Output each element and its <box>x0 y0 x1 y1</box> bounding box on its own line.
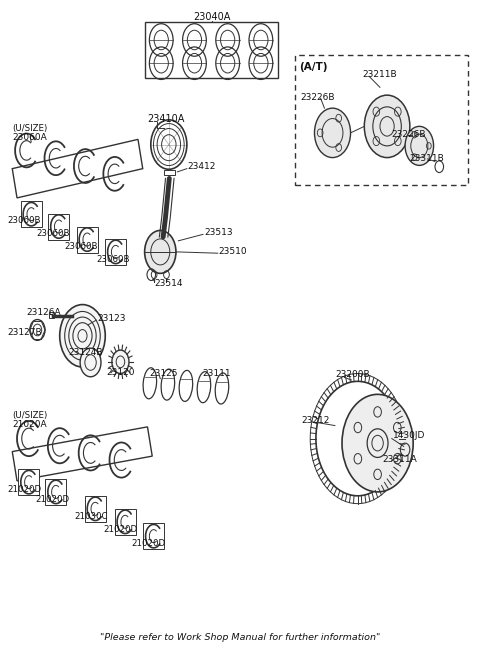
Circle shape <box>144 230 176 274</box>
Circle shape <box>314 108 350 157</box>
Text: 21020D: 21020D <box>104 525 138 534</box>
Circle shape <box>364 95 410 157</box>
Text: 21030C: 21030C <box>74 512 108 521</box>
Text: 23226B: 23226B <box>392 131 426 139</box>
FancyBboxPatch shape <box>145 22 278 77</box>
FancyBboxPatch shape <box>115 509 136 535</box>
Text: 23200B: 23200B <box>335 371 370 379</box>
Text: 23412: 23412 <box>188 162 216 171</box>
Text: 23120: 23120 <box>106 368 135 377</box>
Text: (U/SIZE): (U/SIZE) <box>12 411 48 420</box>
Text: 23212: 23212 <box>301 416 330 425</box>
Text: 23060B: 23060B <box>36 228 70 237</box>
Text: 23060A: 23060A <box>12 133 47 142</box>
FancyBboxPatch shape <box>49 312 54 318</box>
Text: 23514: 23514 <box>155 279 183 288</box>
Text: 23060B: 23060B <box>64 241 98 251</box>
Text: 23311B: 23311B <box>410 154 444 163</box>
Text: 21020D: 21020D <box>8 485 42 494</box>
Text: 23111: 23111 <box>202 369 231 378</box>
FancyBboxPatch shape <box>143 523 164 549</box>
Text: 23040A: 23040A <box>193 12 230 22</box>
Text: "Please refer to Work Shop Manual for further information": "Please refer to Work Shop Manual for fu… <box>100 632 380 642</box>
FancyBboxPatch shape <box>48 213 69 239</box>
FancyBboxPatch shape <box>18 469 39 495</box>
Text: 21020D: 21020D <box>35 495 69 504</box>
FancyBboxPatch shape <box>77 226 97 253</box>
Text: 23311A: 23311A <box>383 455 417 464</box>
FancyBboxPatch shape <box>164 170 175 175</box>
Text: 23513: 23513 <box>204 228 233 237</box>
Text: 23510: 23510 <box>219 247 247 256</box>
Text: 23125: 23125 <box>150 369 179 378</box>
Text: 23123: 23123 <box>97 314 126 323</box>
Text: 23060B: 23060B <box>8 216 41 224</box>
Text: (U/SIZE): (U/SIZE) <box>12 124 48 133</box>
Circle shape <box>60 304 105 367</box>
Text: 23211B: 23211B <box>362 70 397 79</box>
Text: 21020A: 21020A <box>12 420 47 430</box>
Circle shape <box>112 350 129 373</box>
FancyBboxPatch shape <box>85 496 106 522</box>
FancyBboxPatch shape <box>295 55 468 185</box>
Circle shape <box>342 394 413 492</box>
Text: 23226B: 23226B <box>301 92 335 102</box>
Text: 21020D: 21020D <box>131 539 165 548</box>
Text: 23410A: 23410A <box>147 113 185 123</box>
Text: 23124B: 23124B <box>68 348 103 358</box>
FancyBboxPatch shape <box>21 201 42 227</box>
Circle shape <box>405 127 433 165</box>
FancyBboxPatch shape <box>46 479 66 505</box>
Text: 23060B: 23060B <box>96 255 130 264</box>
Text: 23126A: 23126A <box>26 308 61 317</box>
Circle shape <box>80 348 101 377</box>
FancyBboxPatch shape <box>105 239 126 265</box>
Text: 1430JD: 1430JD <box>393 432 425 440</box>
Text: (A/T): (A/T) <box>300 62 328 72</box>
Text: 23127B: 23127B <box>8 328 42 337</box>
Circle shape <box>30 319 45 340</box>
